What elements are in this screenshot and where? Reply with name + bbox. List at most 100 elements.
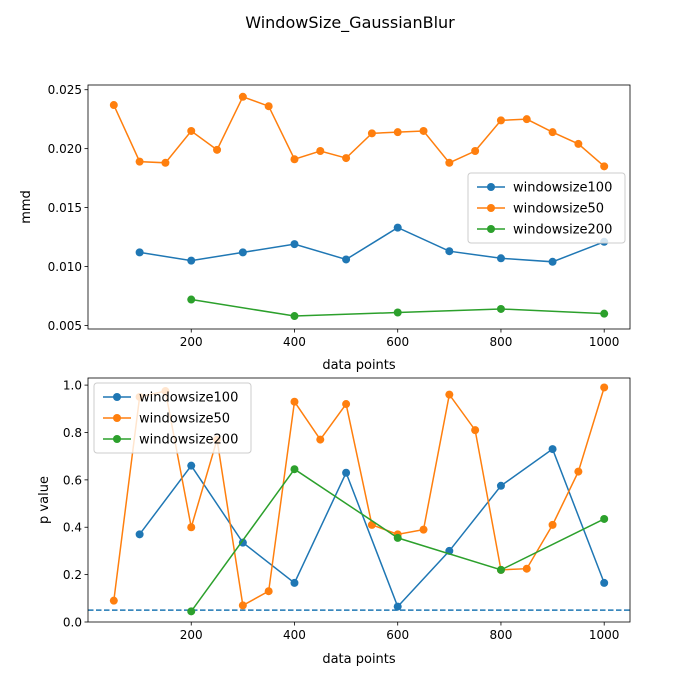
data-point-windowsize50 (290, 155, 299, 164)
data-point-windowsize50 (342, 154, 351, 163)
data-point-windowsize200 (290, 312, 299, 321)
data-point-windowsize50 (471, 147, 480, 156)
axes-frame (87, 377, 631, 623)
data-point-windowsize100 (393, 223, 402, 232)
data-point-windowsize50 (445, 158, 454, 167)
data-point-windowsize200 (290, 465, 299, 474)
y-tick-label: 0.2 (63, 568, 82, 582)
data-point-windowsize200 (187, 295, 196, 304)
data-point-windowsize50 (574, 467, 583, 476)
figure-title: WindowSize_GaussianBlur (245, 13, 455, 33)
series-line-windowsize100 (139, 447, 605, 608)
y-tick-label: 1.0 (63, 379, 82, 393)
data-point-windowsize50 (393, 128, 402, 137)
p-value-plot: 200 400 600 800 1000 0.0 0.2 0.4 0.6 0.8 1.0 data p… (37, 377, 631, 667)
data-point-windowsize50 (548, 128, 557, 137)
x-tick-label: 400 (283, 628, 306, 642)
legend-box (467, 172, 626, 244)
data-point-windowsize50 (600, 162, 609, 171)
y-tick-label: 0.015 (48, 201, 82, 215)
legend-marker-windowsize100 (113, 393, 121, 401)
data-point-windowsize50 (419, 525, 428, 534)
data-point-windowsize50 (187, 126, 196, 135)
data-point-windowsize50 (238, 601, 247, 610)
data-point-windowsize100 (548, 257, 557, 266)
data-point-windowsize50 (445, 390, 454, 399)
x-axis-label: data points (322, 358, 396, 373)
legend-marker-windowsize100 (487, 183, 495, 191)
legend-label-windowsize100: windowsize100 (139, 391, 238, 406)
data-point-windowsize50 (238, 92, 247, 101)
x-tick-label: 600 (386, 335, 409, 349)
data-point-windowsize50 (316, 147, 325, 156)
series-line-windowsize50 (113, 387, 605, 607)
legend-label-windowsize50: windowsize50 (139, 412, 230, 427)
data-point-windowsize100 (238, 248, 247, 257)
data-point-windowsize50 (367, 129, 376, 138)
data-point-windowsize100 (290, 578, 299, 587)
y-tick-label: 0.4 (63, 521, 82, 535)
data-point-windowsize50 (213, 145, 222, 154)
series-line-windowsize50 (113, 95, 605, 167)
data-point-windowsize100 (342, 468, 351, 477)
x-tick-label: 200 (180, 628, 203, 642)
y-tick-label: 0.025 (48, 83, 82, 97)
y-tick-label: 0.020 (48, 142, 82, 156)
legend-box (93, 382, 252, 454)
y-tick-label: 0.0 (63, 616, 82, 630)
data-point-windowsize50 (522, 564, 531, 573)
mmd-plot: 200 400 600 800 1000 0.005 0.010 0.015 0.020 0.02… (19, 83, 631, 373)
x-tick-label: 1000 (589, 335, 620, 349)
y-tick-label: 0.6 (63, 473, 82, 487)
data-point-windowsize50 (548, 520, 557, 529)
y-tick-label: 0.010 (48, 260, 82, 274)
data-point-windowsize50 (109, 596, 118, 605)
data-point-windowsize50 (496, 116, 505, 125)
data-point-windowsize100 (548, 445, 557, 454)
x-axis-label: data points (322, 652, 396, 667)
data-point-windowsize100 (445, 247, 454, 256)
data-point-windowsize100 (393, 602, 402, 611)
series-line-windowsize100 (139, 226, 605, 263)
data-point-windowsize50 (600, 383, 609, 392)
data-point-windowsize100 (187, 461, 196, 470)
data-point-windowsize50 (264, 102, 273, 111)
y-axis-label: mmd (19, 190, 34, 224)
legend: windowsize100 windowsize50 windowsize200 (93, 382, 252, 454)
data-point-windowsize50 (290, 397, 299, 406)
y-axis-label: p value (37, 476, 52, 524)
data-point-windowsize50 (471, 426, 480, 435)
data-point-windowsize50 (109, 101, 118, 110)
axes-frame (87, 84, 631, 330)
data-point-windowsize100 (187, 256, 196, 265)
data-point-windowsize50 (316, 435, 325, 444)
data-point-windowsize200 (393, 533, 402, 542)
data-point-windowsize50 (419, 126, 428, 135)
data-point-windowsize100 (496, 481, 505, 490)
x-tick-label: 1000 (589, 628, 620, 642)
data-point-windowsize50 (135, 157, 144, 166)
data-point-windowsize100 (600, 578, 609, 587)
data-point-windowsize50 (187, 523, 196, 532)
legend-marker-windowsize50 (113, 414, 121, 422)
y-tick-label: 0.8 (63, 426, 82, 440)
legend: windowsize100 windowsize50 windowsize200 (467, 172, 626, 244)
legend-label-windowsize100: windowsize100 (513, 181, 612, 196)
data-point-windowsize200 (496, 304, 505, 313)
data-point-windowsize100 (342, 255, 351, 264)
data-point-windowsize100 (238, 538, 247, 547)
x-tick-label: 400 (283, 335, 306, 349)
data-point-windowsize200 (496, 565, 505, 574)
data-point-windowsize100 (496, 254, 505, 263)
data-point-windowsize100 (135, 248, 144, 257)
y-tick-label: 0.005 (48, 319, 82, 333)
legend-marker-windowsize200 (113, 435, 121, 443)
legend-label-windowsize200: windowsize200 (513, 223, 612, 238)
legend-marker-windowsize50 (487, 204, 495, 212)
data-point-windowsize200 (600, 309, 609, 318)
legend-label-windowsize50: windowsize50 (513, 202, 604, 217)
data-point-windowsize100 (135, 530, 144, 539)
x-tick-label: 800 (489, 335, 512, 349)
data-point-windowsize200 (393, 308, 402, 317)
